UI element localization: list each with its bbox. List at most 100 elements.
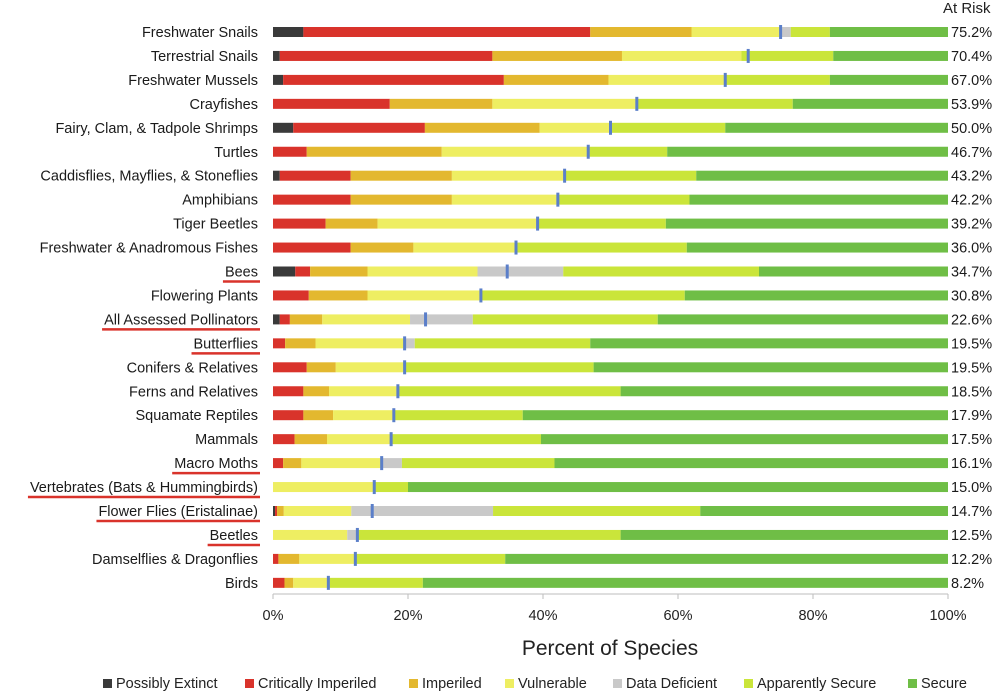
bar-segment-secure-tiger-beetles xyxy=(665,218,948,229)
bar-segment-secure-freshwater-snails xyxy=(829,27,948,37)
at-risk-label-ferns-and-relatives: 18.5% xyxy=(951,384,992,400)
bar-segment-imperiled-birds xyxy=(284,577,294,588)
bar-segment-secure-birds xyxy=(422,577,949,588)
category-label-damselflies-dragonflies: Damselflies & Dragonflies xyxy=(92,552,258,568)
at-risk-marker-bees xyxy=(505,264,509,279)
category-label-beetles: Beetles xyxy=(210,528,258,544)
bar-segment-critically-imperiled-flower-flies-eristalinae xyxy=(275,506,278,516)
bar-segment-vulnerable-butterflies xyxy=(315,338,405,349)
bar-segment-critically-imperiled-crayfishes xyxy=(273,98,390,109)
at-risk-label-freshwater-snails: 75.2% xyxy=(951,25,992,41)
bar-segment-apparently-secure-bees xyxy=(563,266,759,277)
bar-segment-critically-imperiled-mammals xyxy=(273,434,295,445)
at-risk-marker-birds xyxy=(326,575,330,590)
bar-segment-critically-imperiled-birds xyxy=(273,577,285,588)
bar-segment-apparently-secure-fairy-clam-tadpole-shrimps xyxy=(610,122,726,133)
bar-segment-vulnerable-bees xyxy=(367,266,478,277)
legend-label-secure: Secure xyxy=(921,676,967,692)
bar-segment-vulnerable-flowering-plants xyxy=(367,290,481,301)
bar-segment-possibly-extinct-flower-flies-eristalinae xyxy=(273,506,276,516)
category-label-freshwater-mussels: Freshwater Mussels xyxy=(128,73,258,89)
bar-segment-secure-fairy-clam-tadpole-shrimps xyxy=(725,122,948,133)
bar-segment-imperiled-bees xyxy=(310,266,368,277)
bar-segment-critically-imperiled-ferns-and-relatives xyxy=(273,386,304,397)
bar-segment-secure-flower-flies-eristalinae xyxy=(700,506,948,516)
bar-segment-vulnerable-damselflies-dragonflies xyxy=(299,553,356,564)
at-risk-marker-flower-flies-eristalinae xyxy=(370,504,374,518)
at-risk-label-vertebrates-bats-hummingbirds: 15.0% xyxy=(951,480,992,496)
bar-segment-apparently-secure-damselflies-dragonflies xyxy=(355,553,506,564)
bar-segment-critically-imperiled-squamate-reptiles xyxy=(273,410,304,421)
bar-segment-apparently-secure-terrestrial-snails xyxy=(741,50,834,61)
bar-segment-imperiled-amphibians xyxy=(350,194,452,205)
at-risk-marker-freshwater-snails xyxy=(779,25,783,39)
bar-segment-imperiled-flower-flies-eristalinae xyxy=(277,506,284,516)
category-label-birds: Birds xyxy=(225,576,258,592)
bar-segment-apparently-secure-freshwater-snails xyxy=(790,27,830,37)
category-label-ferns-and-relatives: Ferns and Relatives xyxy=(129,384,258,400)
bar-segment-secure-freshwater-anadromous-fishes xyxy=(686,242,948,253)
at-risk-label-bees: 34.7% xyxy=(951,265,992,281)
bar-segment-data-deficient-bees xyxy=(477,266,564,277)
bar-segment-possibly-extinct-freshwater-mussels xyxy=(273,74,284,85)
bar-segment-critically-imperiled-fairy-clam-tadpole-shrimps xyxy=(293,122,425,133)
x-tick-label-80: 80% xyxy=(798,608,827,624)
category-label-crayfishes: Crayfishes xyxy=(190,97,259,113)
at-risk-marker-crayfishes xyxy=(635,96,639,111)
bar-segment-possibly-extinct-freshwater-snails xyxy=(273,27,304,37)
bar-segment-secure-damselflies-dragonflies xyxy=(505,553,948,564)
category-label-flowering-plants: Flowering Plants xyxy=(151,288,258,304)
category-label-bees: Bees xyxy=(225,265,258,281)
legend-label-imperiled: Imperiled xyxy=(422,676,482,692)
bar-segment-vulnerable-caddisflies-mayflies-stoneflies xyxy=(451,170,565,181)
at-risk-marker-tiger-beetles xyxy=(536,216,540,231)
at-risk-label-birds: 8.2% xyxy=(951,576,984,592)
category-labels: Freshwater Snails Terrestrial Snails Fresh… xyxy=(27,25,260,592)
bar-segment-data-deficient-butterflies xyxy=(404,338,415,349)
x-tick-label-0: 0% xyxy=(263,608,284,624)
at-risk-marker-damselflies-dragonflies xyxy=(353,551,357,566)
bar-segment-apparently-secure-amphibians xyxy=(557,194,690,205)
bar-segment-vulnerable-beetles xyxy=(273,529,348,540)
bar-segment-secure-turtles xyxy=(667,146,948,157)
category-label-mammals: Mammals xyxy=(195,432,258,448)
at-risk-label-macro-moths: 16.1% xyxy=(951,456,992,472)
at-risk-label-butterflies: 19.5% xyxy=(951,336,992,352)
bar-segment-imperiled-fairy-clam-tadpole-shrimps xyxy=(424,122,540,133)
bar-segment-possibly-extinct-terrestrial-snails xyxy=(273,50,280,61)
bar-segment-imperiled-freshwater-mussels xyxy=(503,74,609,85)
bar-segment-secure-flowering-plants xyxy=(684,290,948,301)
bar-segment-possibly-extinct-bees xyxy=(273,266,296,277)
at-risk-label-crayfishes: 53.9% xyxy=(951,97,992,113)
bar-segment-imperiled-ferns-and-relatives xyxy=(303,386,330,397)
bar-segment-vulnerable-birds xyxy=(293,577,329,588)
bar-segment-apparently-secure-mammals xyxy=(391,434,541,445)
bar-segment-secure-conifers-relatives xyxy=(593,362,948,373)
legend: Possibly Extinct Critically Imperiled Impe… xyxy=(103,676,967,692)
bar-segment-vulnerable-squamate-reptiles xyxy=(333,410,394,421)
bar-segment-imperiled-flowering-plants xyxy=(308,290,368,301)
bar-segment-imperiled-damselflies-dragonflies xyxy=(278,553,300,564)
bar-segment-apparently-secure-ferns-and-relatives xyxy=(397,386,621,397)
bar-segment-secure-mammals xyxy=(540,434,948,445)
legend-swatch-imperiled xyxy=(409,679,418,688)
at-risk-marker-turtles xyxy=(586,144,590,159)
legend-label-critically-imperiled: Critically Imperiled xyxy=(258,676,376,692)
bar-segment-apparently-secure-vertebrates-bats-hummingbirds xyxy=(374,482,408,493)
at-risk-label-freshwater-anadromous-fishes: 36.0% xyxy=(951,241,992,257)
at-risk-labels: 75.2% 70.4% 67.0% 53.9% 50.0% 46.7% 43.2% 42.2%… xyxy=(951,25,992,592)
at-risk-label-mammals: 17.5% xyxy=(951,432,992,448)
category-label-amphibians: Amphibians xyxy=(182,193,258,209)
bar-segment-apparently-secure-crayfishes xyxy=(636,98,793,109)
bar-segment-imperiled-freshwater-snails xyxy=(590,27,692,37)
category-label-freshwater-snails: Freshwater Snails xyxy=(142,25,258,41)
bar-segment-imperiled-squamate-reptiles xyxy=(303,410,334,421)
bar-segment-imperiled-mammals xyxy=(294,434,327,445)
bar-segment-secure-butterflies xyxy=(590,338,948,349)
x-axis-title: Percent of Species xyxy=(522,637,698,660)
bar-segment-critically-imperiled-bees xyxy=(295,266,311,277)
at-risk-marker-amphibians xyxy=(556,192,560,207)
at-risk-label-amphibians: 42.2% xyxy=(951,193,992,209)
at-risk-label-tiger-beetles: 39.2% xyxy=(951,217,992,233)
bar-segment-secure-crayfishes xyxy=(792,98,948,109)
